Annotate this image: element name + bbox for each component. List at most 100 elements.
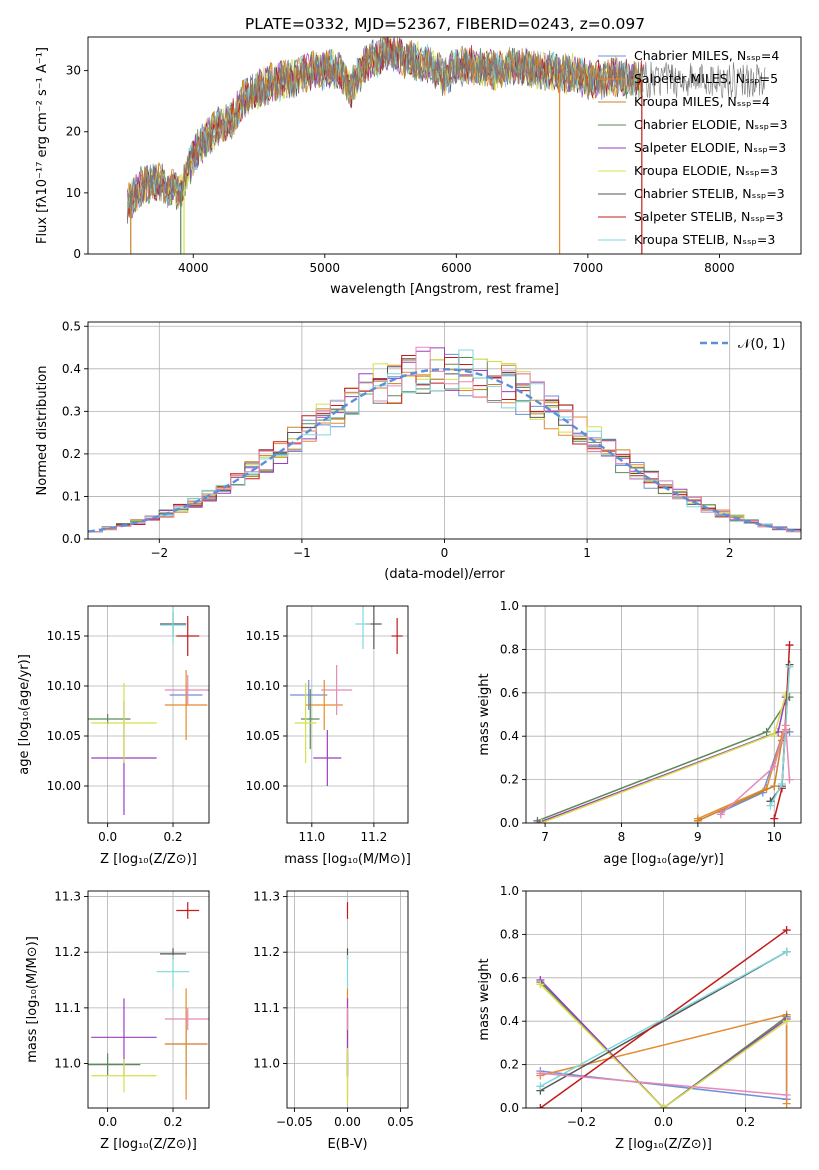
y-axis-label: Normed distribution [35,366,50,496]
plot-area [526,606,801,823]
x-tick-label: 0.0 [98,830,117,844]
y-tick-label: 0.6 [500,686,519,700]
plot-area [287,606,408,823]
spectrum-data [127,38,766,218]
weight-marker [782,926,791,935]
legend-label-4: Salpeter ELODIE, Nₛₛₚ=3 [634,140,786,155]
weight-line-8 [540,1072,787,1096]
y-tick-label: 10.10 [246,679,280,693]
weight-marker [782,1017,791,1026]
axes-frame [87,36,802,255]
plot-area [88,606,209,823]
weight-line-7 [540,951,787,1087]
weight-line-5 [541,694,787,823]
x-tick-label: 0.0 [654,1115,673,1129]
x-tick-label: 7000 [573,261,604,275]
x-axis-label: Z [log₁₀(Z/Z⊙)] [615,1137,712,1152]
weight-marker [785,662,794,671]
y-tick-label: 11.2 [54,945,81,959]
weight-line-2 [539,981,788,1108]
y-tick-label: 10.00 [47,779,81,793]
y-tick-label: 0.4 [62,362,81,376]
y-tick-label: 20 [66,125,81,139]
y-tick-label: 0.5 [62,319,81,333]
x-tick-label: −0.05 [276,1115,313,1129]
x-tick-label: 0 [441,546,449,560]
axes-frame [87,890,210,1109]
x-tick-label: 6000 [441,261,472,275]
y-tick-label: 0.0 [62,532,81,546]
x-tick-label: −1 [293,546,311,560]
weight-marker [770,730,779,739]
weight-line-4 [537,696,787,823]
y-tick-label: 10.15 [47,629,81,643]
x-tick-label: 0.0 [98,1115,117,1129]
panel-mass-vs-Z: 0.0 0.2 11.0 11.1 11.2 11.3 Z [log₁₀(Z/Z⊙)] mas… [25,890,210,1152]
x-tick-label: 11.2 [361,830,388,844]
y-tick-label: 10.05 [246,729,280,743]
y-axis-label: mass [log₁₀(M/M⊙)] [25,936,40,1063]
weight-marker [781,721,790,730]
panel-age-vs-mass: 11.0 11.2 10.00 10.05 10.10 10.15 mass [log₁₀(… [246,605,411,867]
x-tick-label: 7 [541,830,549,844]
y-tick-label: 0.4 [500,1014,519,1028]
weight-line-9 [720,725,791,815]
x-tick-label: 8000 [704,261,735,275]
panel-weight-vs-age: 7 8 9 10 0.0 0.2 0.4 0.6 0.8 1.0 age [log₁₀(age/yr… [477,599,802,867]
x-tick-label: 5000 [310,261,341,275]
x-tick-label: 0.05 [387,1115,414,1129]
x-axis-label: E(B-V) [327,1137,367,1152]
gaussian-reference [88,368,799,533]
x-tick-label: 0.2 [163,1115,182,1129]
weight-marker [533,819,542,823]
weight-marker [766,801,775,810]
panel-residuals: 𝒩(0, 1) −2 −1 0 1 2 0.0 0.1 0.2 0.3 0.4 0.5 (data-mo… [35,319,802,582]
weight-marker [716,810,725,819]
weight-marker [536,1082,545,1091]
x-axis-label: mass [log₁₀(M/M⊙)] [284,852,411,867]
weight-marker [782,947,791,956]
y-tick-label: 11.0 [253,1056,280,1070]
weight-marker [659,1104,668,1108]
x-tick-label: 11.0 [298,830,325,844]
plot-area [88,891,209,1108]
panel-age-vs-Z: 0.0 0.2 10.00 10.05 10.10 10.15 Z [log₁₀(Z/Z⊙)… [17,605,210,867]
plot-area [526,891,801,1108]
y-tick-label: 11.3 [253,890,280,904]
y-axis-label: mass weight [477,673,492,755]
y-tick-label: 0.8 [500,927,519,941]
y-tick-label: 11.1 [253,1001,280,1015]
x-tick-label: 8 [618,830,626,844]
x-tick-label: 0.2 [736,1115,755,1129]
y-tick-label: 0.8 [500,642,519,656]
weight-marker [782,1090,791,1099]
weight-line-4 [539,983,788,1108]
y-tick-label: 0.0 [500,1101,519,1115]
y-tick-label: 0.1 [62,489,81,503]
weight-marker [770,762,779,771]
x-axis-label: wavelength [Angstrom, rest frame] [330,282,559,297]
plot-area [287,891,408,1108]
x-tick-label: 0.00 [334,1115,361,1129]
weight-marker [693,816,702,823]
x-tick-label: −0.2 [567,1115,596,1129]
legend-label-3: Chabrier ELODIE, Nₛₛₚ=3 [634,117,788,132]
axes-frame [286,605,409,824]
y-tick-label: 1.0 [500,884,519,898]
y-tick-label: 10.10 [47,679,81,693]
axes-frame [87,605,210,824]
weight-line-3 [539,979,788,1108]
weight-marker [537,819,546,823]
y-tick-label: 10.05 [47,729,81,743]
plot-area [127,37,766,254]
legend-label-6: Chabrier STELIB, Nₛₛₚ=3 [634,186,785,201]
weight-marker [536,980,545,989]
y-tick-label: 1.0 [500,599,519,613]
x-tick-label: −2 [150,546,168,560]
y-tick-label: 0.2 [500,773,519,787]
y-tick-label: 11.0 [54,1056,81,1070]
weight-marker [770,782,779,791]
y-tick-label: 0 [73,247,81,261]
histogram-series-8 [88,349,801,533]
